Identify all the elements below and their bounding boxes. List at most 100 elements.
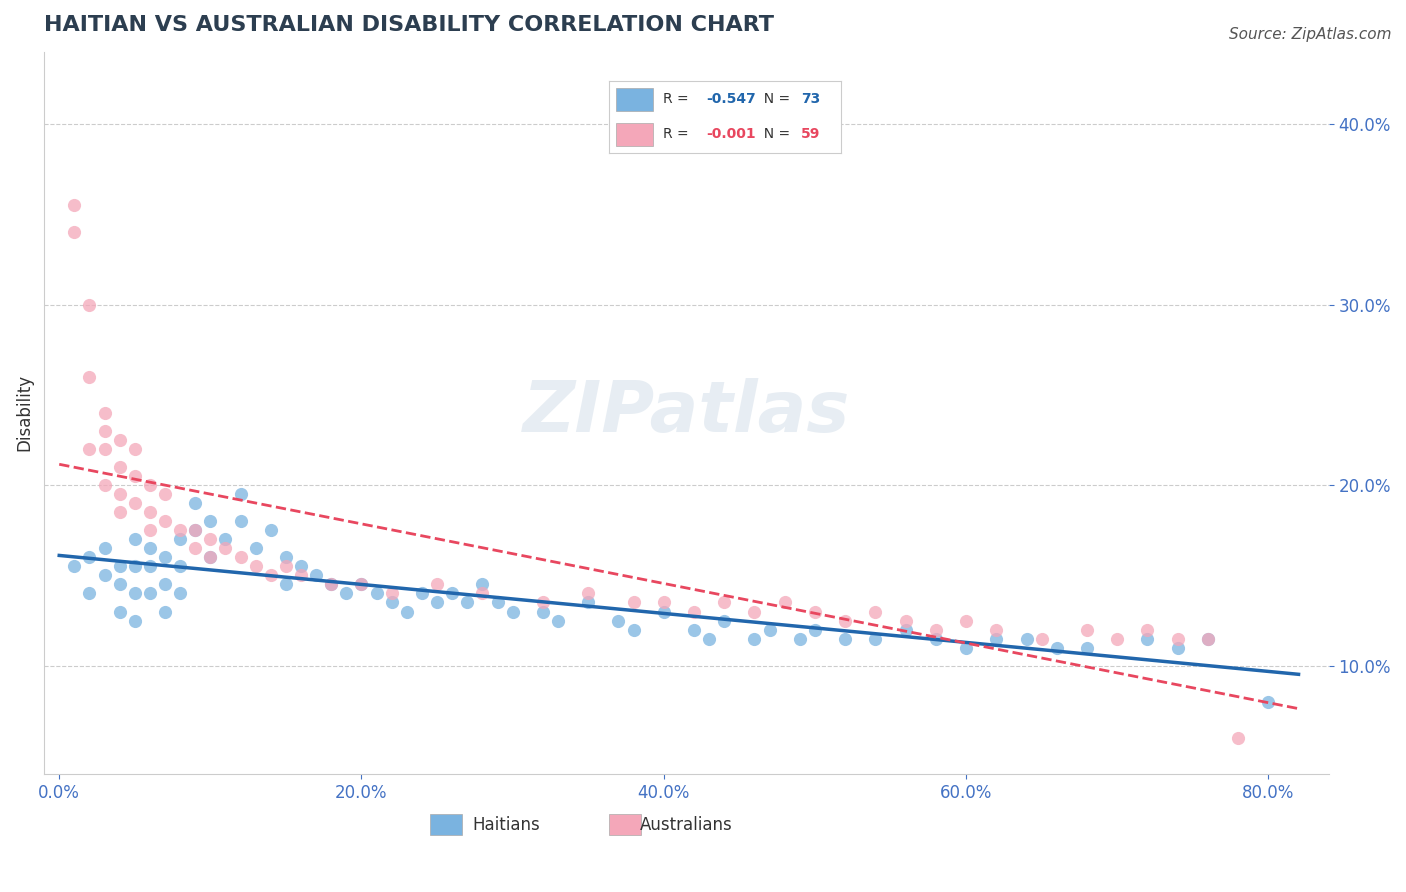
Point bbox=[986, 632, 1008, 646]
Point bbox=[426, 595, 449, 609]
Point bbox=[1197, 632, 1219, 646]
Point bbox=[758, 623, 780, 637]
Point bbox=[471, 577, 494, 591]
Point bbox=[683, 605, 706, 619]
Text: Haitians: Haitians bbox=[472, 815, 540, 833]
Point bbox=[623, 623, 645, 637]
FancyBboxPatch shape bbox=[429, 814, 461, 836]
Point bbox=[245, 541, 267, 556]
Point bbox=[834, 614, 856, 628]
Point bbox=[986, 623, 1008, 637]
Point bbox=[169, 533, 191, 547]
Point bbox=[1076, 623, 1098, 637]
Point bbox=[184, 523, 207, 537]
Point bbox=[200, 550, 222, 565]
Text: HAITIAN VS AUSTRALIAN DISABILITY CORRELATION CHART: HAITIAN VS AUSTRALIAN DISABILITY CORRELA… bbox=[44, 15, 775, 35]
Point bbox=[63, 559, 86, 574]
Point bbox=[744, 632, 766, 646]
Point bbox=[214, 541, 236, 556]
Point bbox=[607, 614, 630, 628]
Point bbox=[713, 595, 735, 609]
Point bbox=[93, 406, 115, 420]
Point bbox=[124, 559, 146, 574]
Point bbox=[63, 198, 86, 212]
Point bbox=[184, 523, 207, 537]
Point bbox=[79, 297, 101, 311]
Point bbox=[229, 487, 252, 501]
Point bbox=[108, 605, 131, 619]
Point bbox=[652, 595, 675, 609]
Point bbox=[229, 514, 252, 528]
Point bbox=[1107, 632, 1129, 646]
Point bbox=[79, 369, 101, 384]
Point bbox=[576, 586, 599, 600]
Point bbox=[865, 605, 887, 619]
Point bbox=[93, 442, 115, 456]
Point bbox=[804, 623, 827, 637]
Point bbox=[108, 559, 131, 574]
Point bbox=[865, 632, 887, 646]
Point bbox=[623, 595, 645, 609]
Point bbox=[124, 533, 146, 547]
Point bbox=[169, 586, 191, 600]
Point bbox=[1257, 695, 1279, 709]
Point bbox=[1136, 623, 1159, 637]
Point bbox=[350, 577, 373, 591]
Point bbox=[1046, 640, 1069, 655]
Point bbox=[124, 442, 146, 456]
Point bbox=[93, 541, 115, 556]
Point bbox=[381, 586, 404, 600]
Point bbox=[290, 559, 312, 574]
Point bbox=[229, 550, 252, 565]
Point bbox=[1136, 632, 1159, 646]
Point bbox=[1015, 632, 1038, 646]
Text: Source: ZipAtlas.com: Source: ZipAtlas.com bbox=[1229, 27, 1392, 42]
Point bbox=[139, 523, 162, 537]
Point bbox=[153, 577, 176, 591]
Point bbox=[834, 632, 856, 646]
Point bbox=[79, 550, 101, 565]
Point bbox=[108, 433, 131, 447]
Point bbox=[773, 595, 796, 609]
Point bbox=[894, 623, 917, 637]
Text: Australians: Australians bbox=[640, 815, 733, 833]
Point bbox=[321, 577, 343, 591]
Point bbox=[366, 586, 388, 600]
Point bbox=[153, 487, 176, 501]
Point bbox=[426, 577, 449, 591]
Point bbox=[169, 559, 191, 574]
Point bbox=[200, 514, 222, 528]
Point bbox=[93, 478, 115, 492]
Point bbox=[108, 505, 131, 519]
Point bbox=[139, 478, 162, 492]
Point bbox=[471, 586, 494, 600]
Point bbox=[395, 605, 418, 619]
Point bbox=[441, 586, 464, 600]
Point bbox=[531, 605, 554, 619]
Point bbox=[1031, 632, 1053, 646]
Point bbox=[925, 623, 948, 637]
Point bbox=[652, 605, 675, 619]
Y-axis label: Disability: Disability bbox=[15, 375, 32, 451]
Point bbox=[411, 586, 433, 600]
Point bbox=[79, 442, 101, 456]
Point bbox=[153, 514, 176, 528]
Point bbox=[486, 595, 509, 609]
Point bbox=[153, 605, 176, 619]
Point bbox=[350, 577, 373, 591]
Point bbox=[502, 605, 524, 619]
Point bbox=[108, 460, 131, 475]
Point bbox=[894, 614, 917, 628]
Point bbox=[1227, 731, 1250, 745]
Point bbox=[1197, 632, 1219, 646]
Point bbox=[531, 595, 554, 609]
Point bbox=[305, 568, 328, 582]
Point bbox=[200, 550, 222, 565]
Point bbox=[955, 614, 977, 628]
Point bbox=[139, 586, 162, 600]
Point bbox=[925, 632, 948, 646]
Point bbox=[547, 614, 569, 628]
Point bbox=[245, 559, 267, 574]
Point bbox=[184, 541, 207, 556]
Point bbox=[381, 595, 404, 609]
